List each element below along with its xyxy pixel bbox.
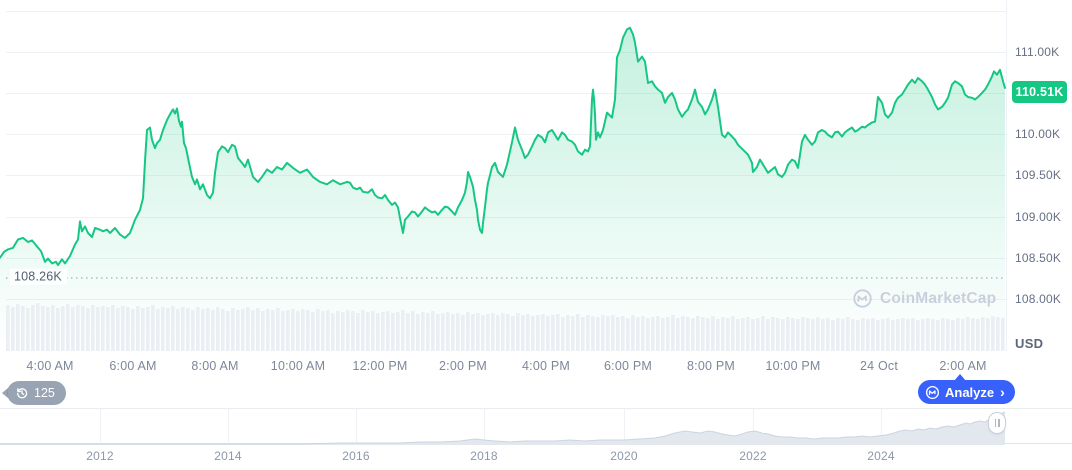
price-line [0, 26, 1006, 267]
badge-left-tail [2, 388, 8, 398]
timeline-year-label: 2024 [867, 449, 895, 463]
coinmarketcap-logo-icon [852, 288, 873, 309]
analyze-tooltip-tail [954, 374, 966, 381]
year-gridline [100, 409, 101, 445]
year-gridline [484, 409, 485, 445]
price-chart-pane[interactable]: 108.26K CoinMarketCap [0, 0, 1006, 351]
timeline-year-label: 2018 [470, 449, 498, 463]
y-axis-label: 111.00K [1015, 44, 1060, 59]
x-axis-label: 8:00 AM [191, 359, 239, 373]
y-axis-label: 109.00K [1015, 209, 1062, 224]
x-axis-label: 2:00 AM [939, 359, 987, 373]
chevron-right-icon: › [1000, 384, 1005, 400]
gridline [6, 92, 1006, 94]
range-handle[interactable] [988, 412, 1006, 434]
time-x-axis: 4:00 AM 6:00 AM 8:00 AM 10:00 AM 12:00 PM 2:0… [0, 359, 1006, 375]
timeline-mini-chart [0, 411, 1006, 445]
x-axis-label: 24 Oct [859, 359, 899, 373]
x-axis-label: 10:00 AM [270, 359, 326, 373]
analyze-button[interactable]: Analyze › [918, 374, 1015, 404]
timeline-scrubber[interactable] [0, 408, 1072, 445]
history-clock-icon [15, 386, 29, 400]
history-count: 125 [34, 386, 55, 400]
low-price-dotted-line [6, 277, 1005, 280]
timeline-year-label: 2020 [610, 449, 638, 463]
timeline-year-label: 2022 [739, 449, 767, 463]
x-axis-label: 12:00 PM [352, 359, 408, 373]
y-axis-label: 110.00K [1015, 127, 1061, 142]
year-gridline [753, 409, 754, 445]
x-axis-label: 2:00 PM [439, 359, 487, 373]
gridline [6, 134, 1006, 136]
x-axis-label: 10:00 PM [765, 359, 821, 373]
y-axis-label: 109.50K [1015, 168, 1062, 183]
year-gridline [356, 409, 357, 445]
price-y-axis: 111.00K 110.00K 109.50K 109.00K 108.50K 108.0… [1006, 0, 1072, 351]
gridline [6, 10, 1006, 12]
currency-unit-label: USD [1015, 336, 1044, 351]
timeline-year-labels: 2012 2014 2016 2018 2020 2022 2024 [0, 449, 1072, 465]
history-count-badge[interactable]: 125 [2, 381, 66, 405]
year-gridline [228, 409, 229, 445]
x-axis-label: 8:00 PM [687, 359, 735, 373]
analyze-cmc-logo-icon [925, 385, 940, 400]
current-price-badge: 110.51K [1012, 81, 1067, 103]
x-axis-label: 6:00 PM [604, 359, 652, 373]
x-axis-label: 4:00 PM [522, 359, 570, 373]
grip-icon [994, 419, 996, 427]
x-axis-label: 6:00 AM [109, 359, 157, 373]
watermark: CoinMarketCap [852, 288, 996, 309]
timeline-year-label: 2012 [86, 449, 114, 463]
year-gridline [624, 409, 625, 445]
timeline-year-label: 2016 [342, 449, 370, 463]
analyze-label: Analyze [945, 384, 995, 400]
price-area-fill [0, 27, 1005, 351]
mini-area-fill [0, 412, 1005, 445]
year-gridline [881, 409, 882, 445]
x-axis-label: 4:00 AM [26, 359, 74, 373]
watermark-text: CoinMarketCap [880, 289, 997, 307]
y-axis-label: 108.50K [1015, 250, 1062, 265]
timeline-year-label: 2014 [214, 449, 242, 463]
gridline [6, 51, 1006, 53]
y-axis-label: 108.00K [1015, 291, 1062, 306]
low-price-label: 108.26K [10, 269, 67, 286]
volume-bars [6, 303, 1005, 351]
mini-area-line [0, 411, 1006, 445]
price-line-chart [0, 26, 1006, 351]
